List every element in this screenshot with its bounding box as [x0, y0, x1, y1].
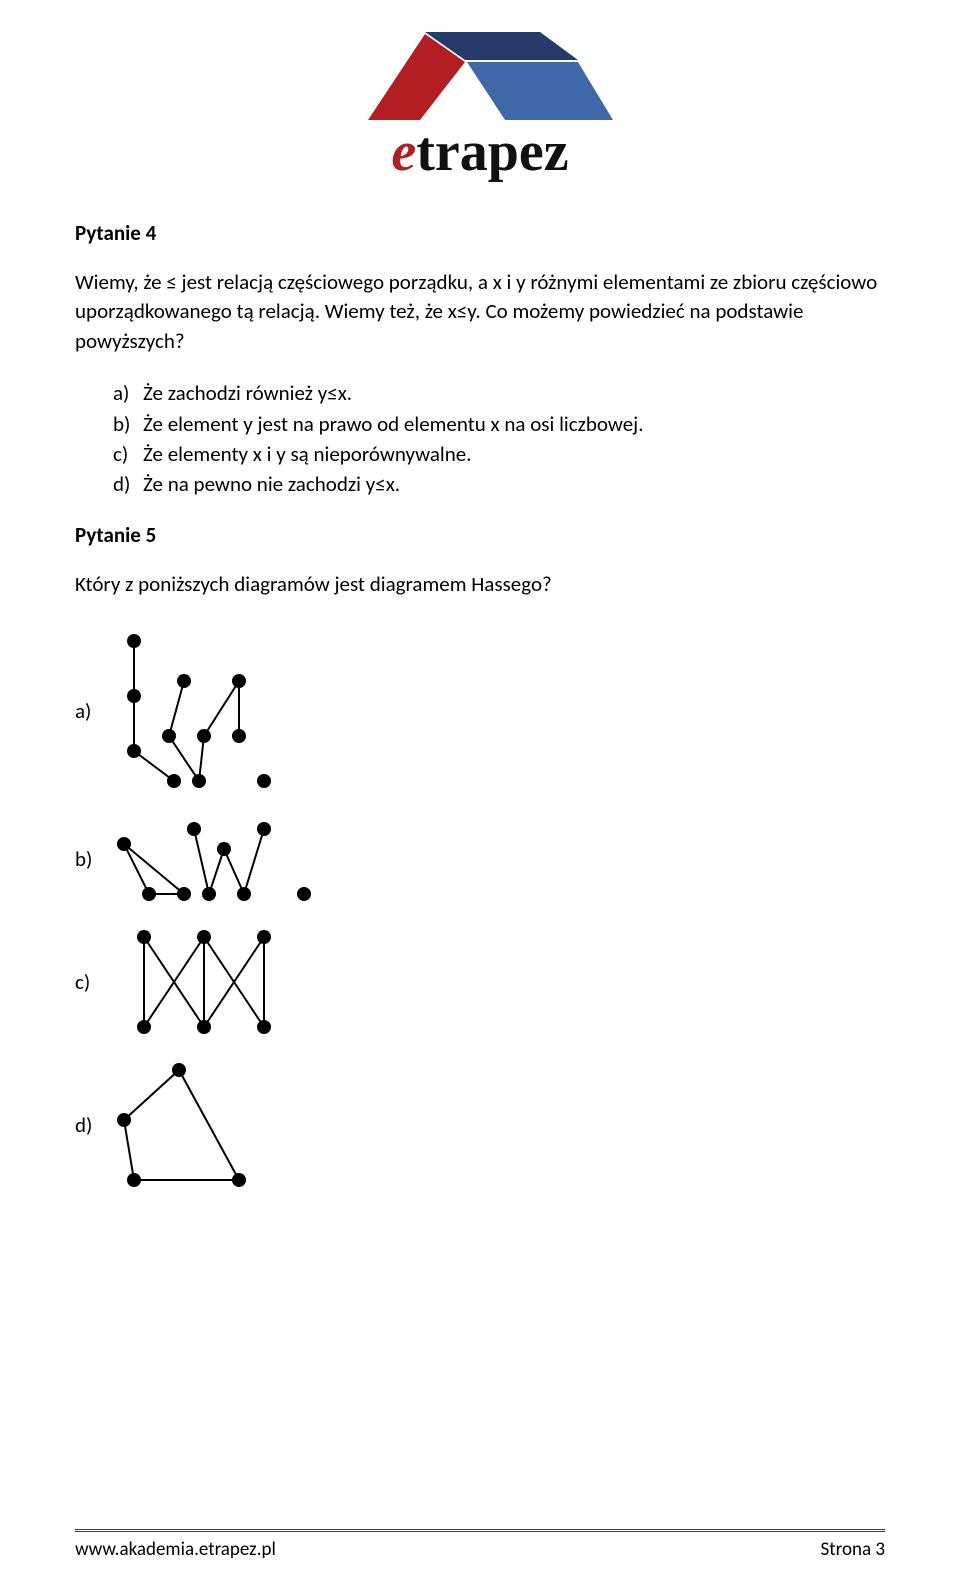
logo: etrapez — [75, 20, 885, 190]
footer-page-number: Strona 3 — [821, 1538, 885, 1561]
diagram-row-d: d) — [75, 1055, 885, 1195]
q4-body: Wiemy, że ≤ jest relacją częściowego por… — [75, 268, 885, 356]
option-text: Że element y jest na prawo od elementu x… — [143, 411, 644, 437]
graph-edge — [209, 849, 224, 894]
diagram-c — [109, 917, 319, 1047]
diagram-label: b) — [75, 846, 109, 872]
graph-node — [137, 930, 151, 944]
graph-edge — [244, 829, 264, 894]
q4-option: a) Że zachodzi również y≤x. — [113, 378, 885, 408]
graph-edge — [224, 849, 244, 894]
graph-node — [197, 729, 211, 743]
footer-line: www.akademia.etrapez.pl Strona 3 — [75, 1538, 885, 1561]
option-marker: d) — [113, 469, 130, 499]
graph-edge — [204, 681, 239, 736]
logo-svg: etrapez — [330, 20, 630, 185]
graph-node — [257, 1020, 271, 1034]
diagram-row-b: b) — [75, 809, 885, 909]
graph-node — [197, 930, 211, 944]
diagram-row-a: a) — [75, 621, 885, 801]
graph-node — [257, 774, 271, 788]
graph-node — [297, 887, 311, 901]
graph-node — [187, 822, 201, 836]
graph-node — [217, 842, 231, 856]
graph-edge — [179, 1070, 239, 1180]
graph-node — [232, 1173, 246, 1187]
footer-url: www.akademia.etrapez.pl — [75, 1538, 276, 1561]
graph-edge — [124, 844, 184, 894]
option-text: Że na pewno nie zachodzi y≤x. — [143, 471, 400, 497]
option-marker: c) — [113, 439, 128, 469]
graph-edge — [169, 681, 184, 736]
q4-option: d) Że na pewno nie zachodzi y≤x. — [113, 469, 885, 499]
graph-edge — [134, 751, 174, 781]
graph-node — [127, 689, 141, 703]
q4-heading: Pytanie 4 — [75, 220, 885, 246]
graph-node — [197, 1020, 211, 1034]
logo-word-e: e — [391, 121, 416, 183]
q4-options-list: a) Że zachodzi również y≤x. b) Że element y… — [75, 378, 885, 500]
graph-node — [127, 634, 141, 648]
diagram-label: d) — [75, 1112, 109, 1138]
graph-node — [192, 774, 206, 788]
graph-node — [117, 837, 131, 851]
graph-node — [202, 887, 216, 901]
graph-edge — [124, 844, 149, 894]
graph-edge — [124, 1070, 179, 1120]
graph-node — [167, 774, 181, 788]
option-marker: a) — [113, 378, 129, 408]
diagram-a — [109, 621, 319, 801]
q5-heading: Pytanie 5 — [75, 522, 885, 548]
document-page: etrapez Pytanie 4 Wiemy, że ≤ jest relac… — [0, 0, 960, 1596]
graph-node — [177, 674, 191, 688]
graph-node — [137, 1020, 151, 1034]
logo-word-rest: trapez — [416, 121, 568, 183]
graph-edge — [124, 1120, 134, 1180]
q4-option: c) Że elementy x i y są nieporównywalne. — [113, 439, 885, 469]
diagram-row-c: c) — [75, 917, 885, 1047]
logo-roof-side — [467, 62, 613, 120]
q5-diagrams: a) b) c) d) — [75, 621, 885, 1195]
graph-node — [257, 930, 271, 944]
logo-wordmark: etrapez — [391, 121, 568, 183]
graph-node — [127, 744, 141, 758]
graph-node — [142, 887, 156, 901]
option-text: Że elementy x i y są nieporównywalne. — [143, 441, 472, 467]
graph-node — [172, 1063, 186, 1077]
graph-node — [162, 729, 176, 743]
diagram-label: c) — [75, 969, 109, 995]
diagram-d — [109, 1055, 319, 1195]
graph-node — [232, 729, 246, 743]
q5-body: Który z poniższych diagramów jest diagra… — [75, 570, 885, 599]
footer-rule — [75, 1529, 885, 1532]
option-marker: b) — [113, 409, 130, 439]
graph-node — [232, 674, 246, 688]
graph-node — [257, 822, 271, 836]
q4-option: b) Że element y jest na prawo od elementu… — [113, 409, 885, 439]
graph-node — [117, 1113, 131, 1127]
graph-node — [127, 1173, 141, 1187]
diagram-b — [109, 809, 319, 909]
graph-edge — [194, 829, 209, 894]
graph-node — [177, 887, 191, 901]
option-text: Że zachodzi również y≤x. — [143, 380, 352, 406]
diagram-label: a) — [75, 698, 109, 724]
page-footer: www.akademia.etrapez.pl Strona 3 — [75, 1529, 885, 1561]
graph-node — [237, 887, 251, 901]
